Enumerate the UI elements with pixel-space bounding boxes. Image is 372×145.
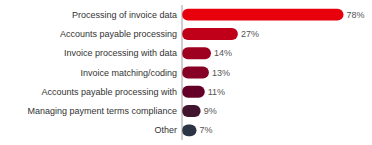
category-label: Invoice matching/coding (80, 68, 177, 78)
bar (182, 86, 205, 98)
category-label: Managing payment terms compliance (27, 106, 177, 116)
category-label: Invoice processing with data (64, 48, 177, 58)
bar (182, 9, 344, 21)
category-label: Other (154, 125, 177, 135)
value-label: 14% (214, 48, 232, 58)
value-label: 9% (204, 106, 217, 116)
value-label: 13% (212, 68, 230, 78)
bar (182, 124, 196, 136)
category-label: Processing of invoice data (72, 10, 177, 20)
value-label: 78% (347, 10, 365, 20)
category-label: Accounts payable processing (60, 29, 177, 39)
bars (182, 9, 344, 137)
value-label: 27% (241, 29, 259, 39)
bar (182, 67, 209, 79)
bar (182, 47, 211, 59)
axis-line (182, 5, 183, 140)
bar (182, 28, 238, 40)
value-label: 7% (199, 125, 212, 135)
labels: Processing of invoice data 78% Accounts pa… (27, 10, 364, 136)
category-label: Accounts payable processing with (41, 87, 177, 97)
chart: Processing of invoice data 78% Accounts pa… (0, 0, 372, 145)
bar (182, 105, 201, 117)
value-label: 11% (208, 87, 225, 97)
